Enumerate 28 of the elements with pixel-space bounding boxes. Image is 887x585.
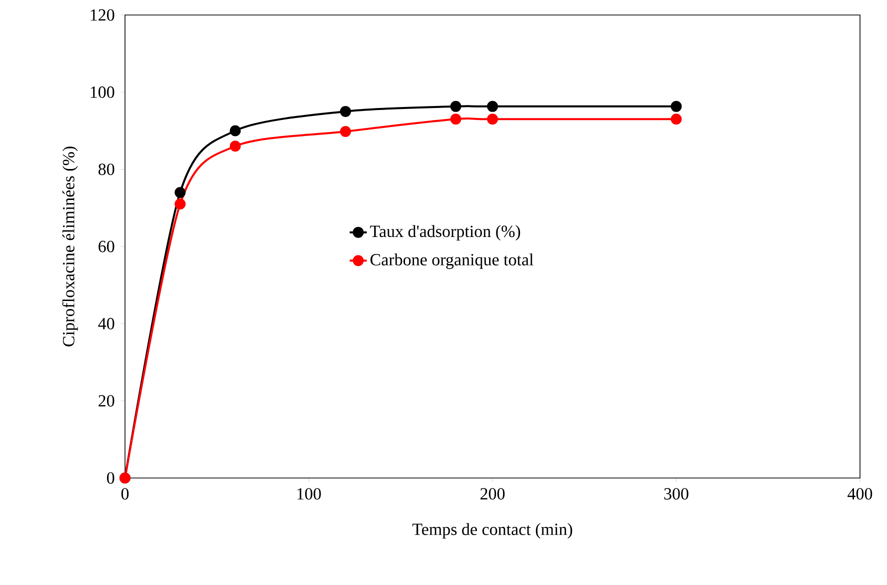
y-tick-label: 0 [107,472,114,484]
point [450,114,462,125]
point [450,100,462,112]
y-tick-label: 20 [98,395,114,407]
y-tick-label: 80 [98,164,114,176]
point [174,198,186,210]
point [340,126,352,138]
point [230,140,241,152]
legend-label: Carbone organique total [370,253,534,269]
y-tick-label: 60 [98,240,114,252]
point [670,100,682,112]
point [230,125,241,136]
y-tick-label: 100 [90,86,114,98]
x-tick-label: 0 [121,488,129,500]
point [174,186,186,198]
x-tick-label: 100 [297,488,321,500]
x-axis-title: Temps de contact (min) [412,523,572,539]
point [340,106,352,117]
point [487,114,498,125]
point [670,114,682,125]
legend-label: Taux d'adsorption (%) [370,225,520,241]
y-tick-label: 120 [90,9,114,21]
x-tick-label: 200 [480,488,505,500]
y-axis-title: Ciprofloxacine éliminées (%) [62,146,78,346]
point [487,100,498,112]
y-tick-label: 40 [98,318,114,330]
x-tick-label: 400 [848,488,872,500]
x-tick-label: 300 [664,488,688,500]
